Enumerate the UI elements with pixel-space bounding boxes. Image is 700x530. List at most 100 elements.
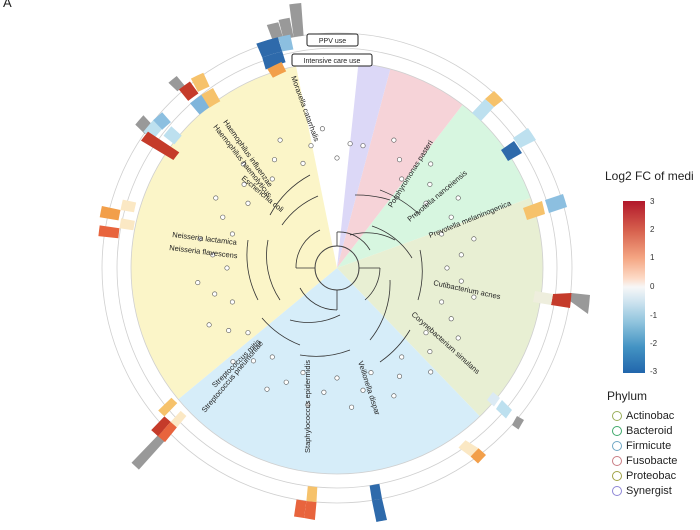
tree-node [269,354,275,360]
tree-node [226,327,232,333]
tile-ppv-br-b [512,416,524,430]
heatmap-tiles [98,3,590,522]
tree-node [264,386,270,392]
clade-sector-synergistetes [337,63,391,268]
ring-ppv-track [101,32,573,504]
tile-ppv-top-c [289,3,304,38]
tree-node [195,280,201,286]
tile-ppv-ur-a [545,194,567,213]
tree-node [396,373,402,379]
tile-ic-top-a [256,37,283,58]
tile-ppv-w-a [99,206,121,221]
phylum-legend-item: Proteobac [612,470,676,482]
tree-node [300,160,306,166]
tile-ic-w-a [120,199,137,213]
clade-sector-firmicutes [178,268,480,474]
colorbar-tick: -3 [650,367,658,376]
phylum-legend-item: Bacteroid [612,425,672,437]
tree-node [439,299,445,305]
phylum-marker-icon [612,426,622,436]
tile-ic-b-a [306,486,318,502]
intensive-care-use-label: Intensive care use [291,53,373,67]
tree-node [241,181,247,187]
tree-node [360,143,366,149]
tree-node [334,155,340,161]
tile-ic-ll-c [170,410,187,428]
tile-ic-ur-b [501,141,522,161]
clade-sector-bacteroidetes [337,104,531,268]
tree-node [283,379,289,385]
circular-tree: PPV use Intensive care use Porphyromonas… [98,3,590,522]
tile-ppv-l-c [141,131,180,160]
tile-ppv-ur-c [485,91,503,107]
tree-node [197,236,203,242]
tree-node [321,389,327,395]
phylum-marker-icon [612,411,622,421]
species-label: Staphylococcus epidermidis [303,360,312,453]
tree-node [428,369,434,375]
intensive-care-use-text: Intensive care use [304,58,361,65]
colorbar-tick: -2 [650,339,658,348]
tree-node [471,236,477,242]
tree-node [245,200,251,206]
clade-sector-actinobacteria [337,197,543,417]
tile-ic-br-b [496,400,512,419]
tree-node [360,387,366,393]
tile-ppv-ul-a [168,76,185,92]
tree-node [206,322,212,328]
phylum-marker-icon [612,441,622,451]
tile-ppv-ul-c [190,72,210,92]
tree-node [455,335,461,341]
tree-node [427,181,433,187]
tree-node [455,195,461,201]
phylum-legend-label: Firmicute [626,440,672,452]
tile-ic-l-b [163,126,182,145]
tile-ic-ll-a [158,421,177,443]
tree-node [269,176,275,182]
tile-ic-top-c [262,51,286,70]
tree-node [448,214,454,220]
tree-node [334,375,340,381]
tree-node [305,402,311,408]
tile-ic-ll-b [158,397,178,417]
tree-branches [246,174,423,363]
tile-ppv-ll-a [131,429,170,470]
tile-ic-r-a [533,291,553,305]
tree-node [423,200,429,206]
tile-ic-l-a [153,112,171,130]
tile-ic-w-b [119,218,135,231]
tile-ppv-br-a [470,448,486,464]
phylum-marker-icon [612,456,622,466]
tree-node [423,330,429,336]
tree-node [277,137,283,143]
tree-node [439,231,445,237]
tree-node [458,252,464,258]
tree-node [229,299,235,305]
tree-node [308,143,314,149]
tree-node [300,370,306,376]
tree-node [213,195,219,201]
phylum-legend-label: Synergist [626,485,672,497]
phylum-marker-icon [612,486,622,496]
panel-letter: A [3,0,12,10]
tile-ic-ul-b [201,88,221,108]
tree-node [319,126,325,132]
tile-ic-ur-c [472,99,494,121]
phylum-legend-item: Actinobac [612,410,674,422]
tile-ic-br-c [487,392,500,407]
tree-node [245,330,251,336]
phylum-legend-title: Phylum [607,389,648,403]
colorbar-tick: 2 [650,225,655,234]
colorbar-title: Log2 FC of medi [605,169,694,183]
colorbar-tick: 0 [650,282,655,291]
tree-node [210,252,216,258]
tree-node [347,141,353,147]
phylum-legend-label: Proteobac [626,470,677,482]
tile-ppv-b-b [304,501,317,520]
tree-node [448,316,454,322]
tile-ppv-r-a [570,293,590,314]
phylum-legend-item: Firmicute [612,440,671,452]
tile-ppv-ul-b [178,81,199,101]
tree-node [399,354,405,360]
